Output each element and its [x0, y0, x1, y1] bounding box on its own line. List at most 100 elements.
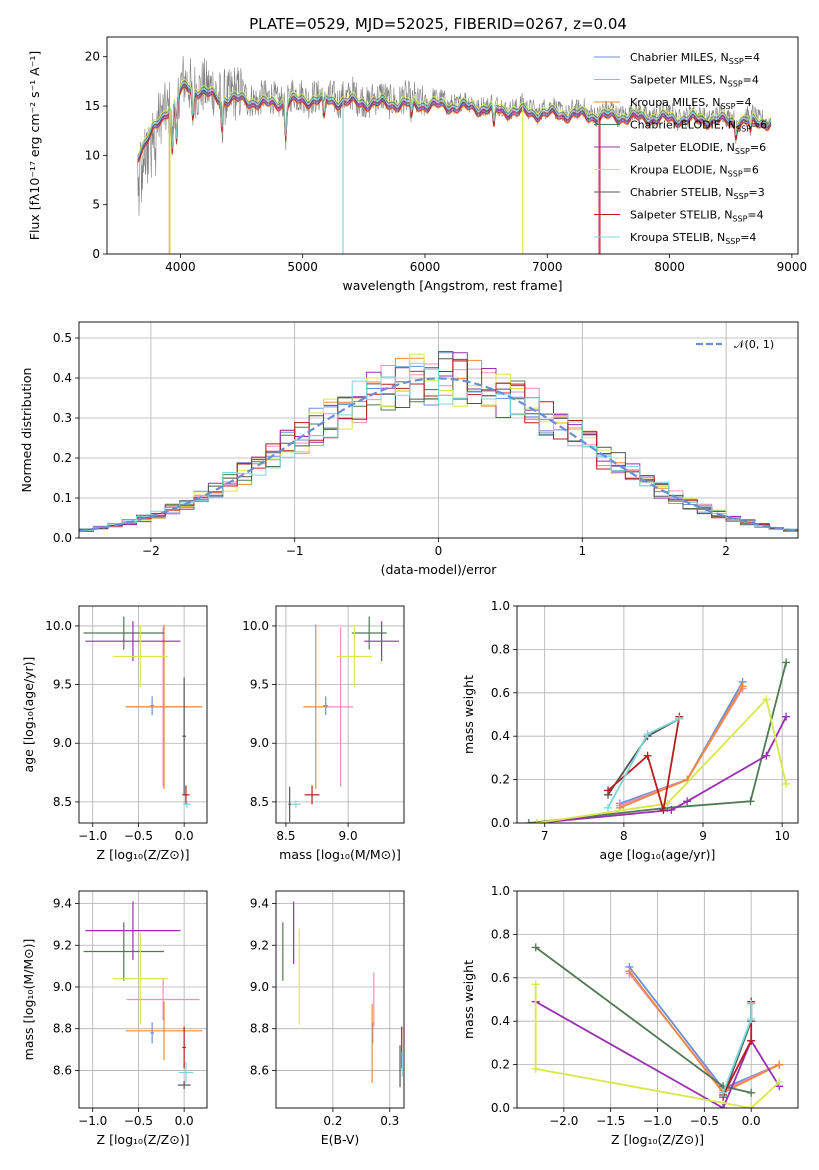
y-tick-label: 1.0: [491, 599, 510, 613]
y-tick-label: 0.0: [491, 816, 510, 830]
y-tick-label: 0.4: [491, 729, 510, 743]
y-tick-label: 10.0: [242, 619, 269, 633]
y-axis-label: Normed distribution: [19, 368, 34, 493]
x-tick-label: −0.5: [124, 1114, 153, 1128]
x-axis-label: Z [log₁₀(Z/Z⊙)]: [97, 847, 190, 862]
legend-label-salpeter_elodie: Salpeter ELODIE, NSSP=6: [630, 141, 766, 156]
legend-label-chabrier_elodie: Chabrier ELODIE, NSSP=6: [630, 119, 767, 134]
legend-label-kroupa_miles: Kroupa MILES, NSSP=4: [630, 96, 752, 111]
x-axis-label: mass [log₁₀(M/M⊙)]: [279, 847, 401, 862]
weight-marker-salpeter_elodie: [762, 751, 771, 760]
legend-label-normal: 𝒩(0, 1): [734, 338, 774, 351]
y-axis-label: mass weight: [461, 675, 476, 754]
weight-marker-kroupa_elodie: [747, 1104, 756, 1108]
y-tick-label: 0.6: [491, 971, 510, 985]
spectrum-model-chabrier_miles: [137, 85, 772, 162]
x-tick-label: −0.5: [124, 829, 153, 843]
y-axis-label: mass weight: [461, 960, 476, 1039]
axes-frame: [106, 36, 799, 255]
panel-weight_vs_age: 7 8 9 10 0.0 0.2 0.4 0.6 0.8 1.0 age [log₁₀(age/yr…: [461, 599, 799, 862]
spectrum-model-salpeter_elodie: [137, 84, 772, 161]
legend-label-kroupa_stelib: Kroupa STELIB, NSSP=4: [630, 231, 756, 246]
x-tick-label: 0: [435, 544, 443, 558]
x-tick-label: −1.5: [596, 1114, 625, 1128]
plot-marks: [531, 943, 784, 1108]
panel-age_vs_Z: −1.0 −0.5 0.0 8.5 9.0 9.5 10.0 Z [log₁₀(Z/Z⊙)] a…: [21, 605, 208, 862]
legend-label-chabrier_miles: Chabrier MILES, NSSP=4: [630, 51, 760, 66]
y-axis-label: age [log₁₀(age/yr)]: [21, 657, 36, 773]
y-tick-label: 0.5: [53, 331, 72, 345]
figure-title: PLATE=0529, MJD=52025, FIBERID=0267, z=0…: [249, 15, 627, 33]
x-tick-label: 0.0: [175, 1114, 194, 1128]
x-tick-label: −2.0: [549, 1114, 578, 1128]
hist-step-kroupa_stelib: [79, 362, 798, 538]
weight-marker-chabrier_elodie: [782, 658, 791, 667]
y-axis-label: Flux [fλ10⁻¹⁷ erg cm⁻² s⁻¹ A⁻¹]: [27, 51, 42, 240]
spectrum-model-salpeter_stelib: [137, 86, 772, 163]
plot-area: [276, 606, 404, 823]
x-tick-label: 1: [578, 544, 586, 558]
legend-label-salpeter_miles: Salpeter MILES, NSSP=4: [630, 74, 759, 89]
x-tick-label: 7000: [532, 260, 563, 274]
y-tick-label: 0.1: [53, 491, 72, 505]
plot-marks: [83, 616, 203, 808]
y-tick-label: 0.8: [491, 642, 510, 656]
y-tick-label: 10.0: [45, 619, 72, 633]
weight-marker-salpeter_elodie: [719, 1104, 728, 1108]
y-tick-label: 9.2: [53, 938, 72, 952]
x-tick-label: −1: [286, 544, 304, 558]
spectrum-model-kroupa_elodie: [137, 78, 772, 155]
weight-marker-kroupa_elodie: [531, 1064, 540, 1073]
x-tick-label: 8000: [654, 260, 685, 274]
weight-line-kroupa_elodie: [536, 697, 787, 823]
x-tick-label: 0.2: [323, 1114, 342, 1128]
plot-marks: [524, 658, 791, 823]
y-tick-label: 9.2: [250, 938, 269, 952]
weight-line-chabrier_elodie: [528, 662, 787, 823]
y-tick-label: 9.0: [53, 980, 72, 994]
x-axis-label: wavelength [Angstrom, rest frame]: [342, 278, 562, 293]
x-axis-label: Z [log₁₀(Z/Z⊙)]: [97, 1132, 190, 1147]
y-tick-label: 8.8: [250, 1022, 269, 1036]
x-tick-label: 4000: [165, 260, 196, 274]
legend-label-salpeter_stelib: Salpeter STELIB, NSSP=4: [630, 209, 764, 224]
y-tick-label: 0.4: [491, 1014, 510, 1028]
x-tick-label: 10: [775, 829, 790, 843]
y-tick-label: 20: [85, 50, 100, 64]
y-tick-label: 0: [92, 247, 100, 261]
axes-frame: [516, 605, 799, 824]
weight-line-salpeter_stelib: [607, 716, 681, 811]
plot-marks: [288, 616, 400, 822]
weight-marker-chabrier_elodie: [747, 1088, 756, 1097]
weight-marker-kroupa_stelib: [747, 999, 756, 1008]
spectrum-legend: Chabrier MILES, NSSP=4 Salpeter MILES, NS…: [594, 51, 767, 246]
spectrum-model-salpeter_miles: [137, 82, 772, 159]
y-tick-label: 9.0: [53, 736, 72, 750]
x-tick-label: 5000: [287, 260, 318, 274]
y-tick-label: 9.5: [250, 678, 269, 692]
weight-line-kroupa_elodie: [534, 984, 780, 1108]
weight-marker-kroupa_elodie: [775, 1077, 784, 1086]
axes-frame: [78, 890, 208, 1109]
y-tick-label: 0.2: [491, 1058, 510, 1072]
legend-label-kroupa_elodie: Kroupa ELODIE, NSSP=6: [630, 164, 759, 179]
weight-marker-salpeter_stelib: [747, 1036, 756, 1045]
panel-age_vs_mass: 8.5 9.0 8.5 9.0 9.5 10.0 mass [log₁₀(M/M⊙)]: [242, 605, 405, 862]
x-tick-label: 0.3: [380, 1114, 399, 1128]
weight-marker-kroupa_stelib: [643, 730, 652, 739]
weight-marker-kroupa_miles: [738, 682, 747, 691]
plot-area: [79, 606, 207, 823]
x-tick-label: 8: [620, 829, 628, 843]
weight-marker-chabrier_elodie: [746, 797, 755, 806]
weight-marker-kroupa_stelib: [719, 1088, 728, 1097]
y-tick-label: 0.6: [491, 686, 510, 700]
y-tick-label: 8.5: [250, 795, 269, 809]
panel-mass_vs_ebv: 0.2 0.3 8.6 8.8 9.0 9.2 9.4 E(B-V): [250, 890, 405, 1147]
weight-marker-kroupa_miles: [775, 1060, 784, 1069]
x-tick-label: 9000: [777, 260, 808, 274]
y-tick-label: 9.5: [53, 678, 72, 692]
y-tick-label: 8.5: [53, 795, 72, 809]
y-tick-label: 0.2: [53, 451, 72, 465]
y-tick-label: 0.8: [491, 927, 510, 941]
y-tick-label: 0.3: [53, 411, 72, 425]
